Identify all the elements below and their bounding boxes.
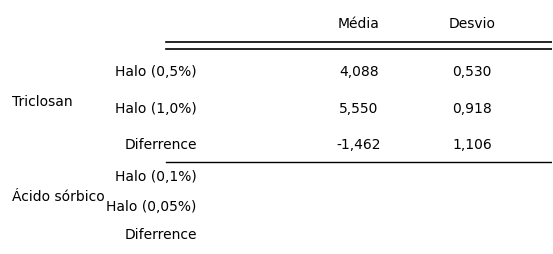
Text: Halo (0,1%): Halo (0,1%) [115,170,197,184]
Text: -1,462: -1,462 [337,138,381,152]
Text: Triclosan: Triclosan [12,95,73,109]
Text: Ácido sórbico: Ácido sórbico [12,190,105,204]
Text: Halo (0,5%): Halo (0,5%) [115,65,197,79]
Text: 4,088: 4,088 [339,65,379,79]
Text: Halo (1,0%): Halo (1,0%) [115,102,197,116]
Text: Desvio: Desvio [448,17,495,31]
Text: 0,530: 0,530 [452,65,492,79]
Text: Halo (0,05%): Halo (0,05%) [106,200,197,214]
Text: 5,550: 5,550 [340,102,379,116]
Text: Diferrence: Diferrence [124,138,197,152]
Text: 1,106: 1,106 [452,138,492,152]
Text: 0,918: 0,918 [452,102,492,116]
Text: Média: Média [338,17,380,31]
Text: Diferrence: Diferrence [124,228,197,242]
